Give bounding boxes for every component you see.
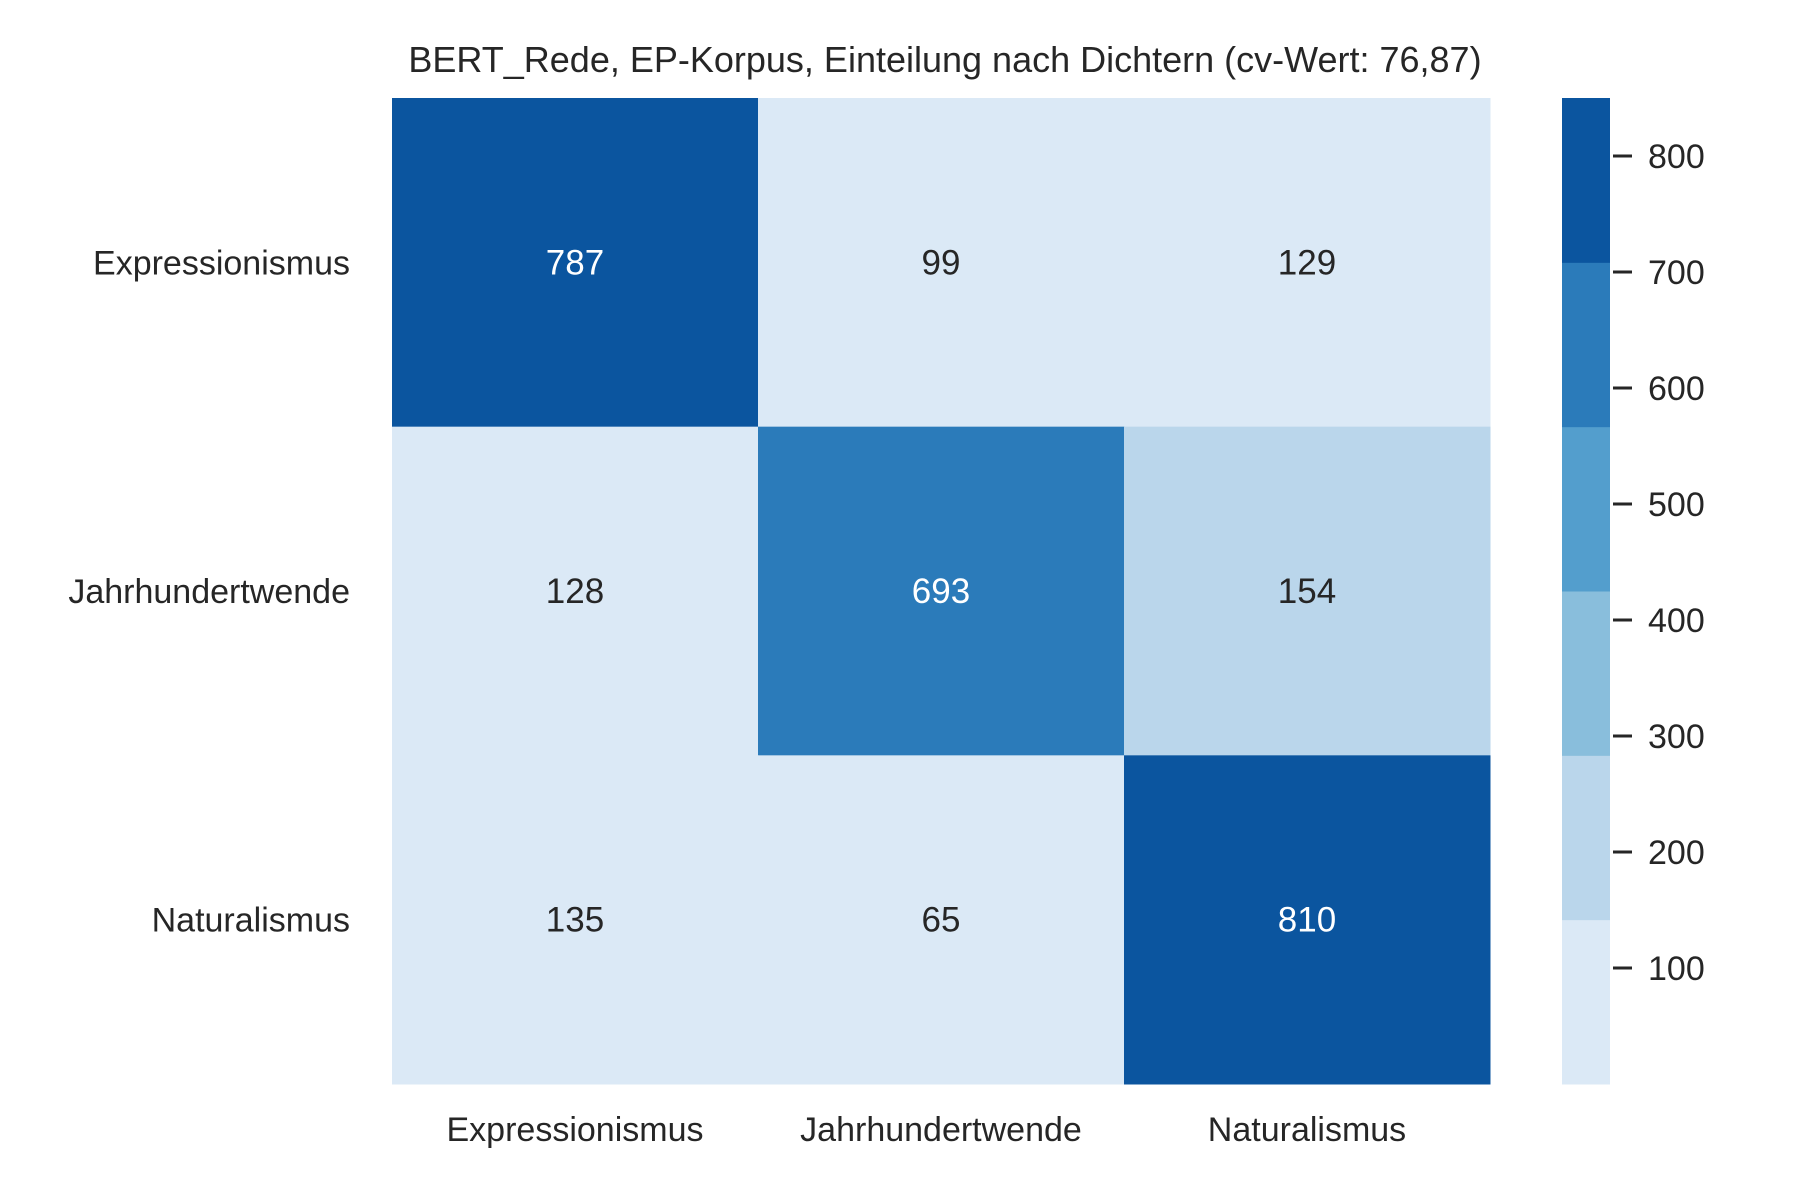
heatmap-cell xyxy=(758,755,1125,1085)
colorbar-tick-label: 100 xyxy=(1648,950,1705,988)
colorbar: 100 200 300 400 500 600 700 800 xyxy=(1562,98,1705,1085)
heatmap-cell xyxy=(392,426,759,756)
y-axis-tick-labels: Expressionismus Jahrhundertwende Naturalis… xyxy=(68,244,350,939)
x-tick-label: Expressionismus xyxy=(447,1111,704,1149)
y-tick-label: Expressionismus xyxy=(93,244,350,282)
colorbar-band xyxy=(1562,591,1610,756)
heatmap-cell xyxy=(392,98,759,428)
heatmap-cell xyxy=(392,755,759,1085)
colorbar-band xyxy=(1562,755,1610,921)
cell-value-label: 693 xyxy=(912,572,970,611)
colorbar-band xyxy=(1562,426,1610,592)
y-tick-label: Jahrhundertwende xyxy=(68,573,350,611)
heatmap-cell xyxy=(758,426,1125,756)
heatmap-cells: 787 99 129 128 693 154 135 65 810 xyxy=(392,98,1491,1085)
chart-title: BERT_Rede, EP-Korpus, Einteilung nach Di… xyxy=(408,39,1481,80)
colorbar-tick-label: 200 xyxy=(1648,834,1705,872)
colorbar-tick-label: 600 xyxy=(1648,370,1705,408)
colorbar-tick-label: 500 xyxy=(1648,486,1705,524)
heatmap-cell xyxy=(758,98,1125,428)
colorbar-tick-label: 300 xyxy=(1648,718,1705,756)
cell-value-label: 129 xyxy=(1278,243,1336,282)
colorbar-tick-label: 800 xyxy=(1648,138,1705,176)
cell-value-label: 128 xyxy=(546,572,604,611)
x-tick-label: Jahrhundertwende xyxy=(800,1111,1082,1149)
y-tick-label: Naturalismus xyxy=(152,902,350,940)
colorbar-band xyxy=(1562,262,1610,428)
cell-value-label: 787 xyxy=(546,243,604,282)
colorbar-tick-label: 700 xyxy=(1648,254,1705,292)
cell-value-label: 135 xyxy=(546,901,604,940)
colorbar-band xyxy=(1562,919,1610,1085)
heatmap-cell xyxy=(1124,426,1491,756)
colorbar-band xyxy=(1562,98,1610,263)
heatmap-cell xyxy=(1124,98,1491,428)
cell-value-label: 99 xyxy=(922,243,961,282)
cell-value-label: 65 xyxy=(922,901,961,940)
x-axis-tick-labels: Expressionismus Jahrhundertwende Naturalis… xyxy=(447,1111,1407,1149)
cell-value-label: 154 xyxy=(1278,572,1336,611)
colorbar-tick-label: 400 xyxy=(1648,602,1705,640)
x-tick-label: Naturalismus xyxy=(1208,1111,1406,1149)
cell-value-label: 810 xyxy=(1278,901,1336,940)
heatmap-cell xyxy=(1124,755,1491,1085)
